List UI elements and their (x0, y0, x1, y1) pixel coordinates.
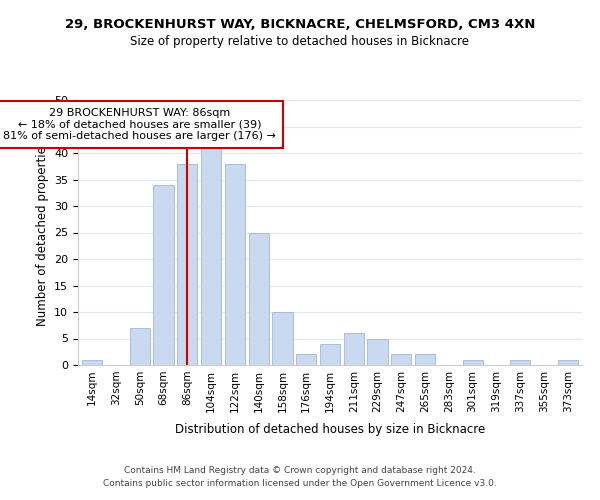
Bar (510, 360, 530, 365)
X-axis label: Distribution of detached houses by size in Bicknacre: Distribution of detached houses by size … (175, 423, 485, 436)
Bar (296, 354, 316, 365)
Bar (344, 333, 364, 365)
Text: Contains HM Land Registry data © Crown copyright and database right 2024.
Contai: Contains HM Land Registry data © Crown c… (103, 466, 497, 487)
Bar (391, 354, 412, 365)
Bar (272, 312, 293, 365)
Bar (82, 360, 103, 365)
Bar (130, 328, 150, 365)
Bar (463, 360, 483, 365)
Bar (201, 148, 221, 365)
Bar (320, 344, 340, 365)
Bar (154, 185, 173, 365)
Bar (367, 338, 388, 365)
Text: 29 BROCKENHURST WAY: 86sqm
← 18% of detached houses are smaller (39)
81% of semi: 29 BROCKENHURST WAY: 86sqm ← 18% of deta… (4, 108, 276, 141)
Y-axis label: Number of detached properties: Number of detached properties (35, 140, 49, 326)
Bar (177, 164, 197, 365)
Bar (557, 360, 578, 365)
Bar (415, 354, 435, 365)
Text: Size of property relative to detached houses in Bicknacre: Size of property relative to detached ho… (131, 35, 470, 48)
Bar (225, 164, 245, 365)
Bar (248, 232, 269, 365)
Text: 29, BROCKENHURST WAY, BICKNACRE, CHELMSFORD, CM3 4XN: 29, BROCKENHURST WAY, BICKNACRE, CHELMSF… (65, 18, 535, 30)
